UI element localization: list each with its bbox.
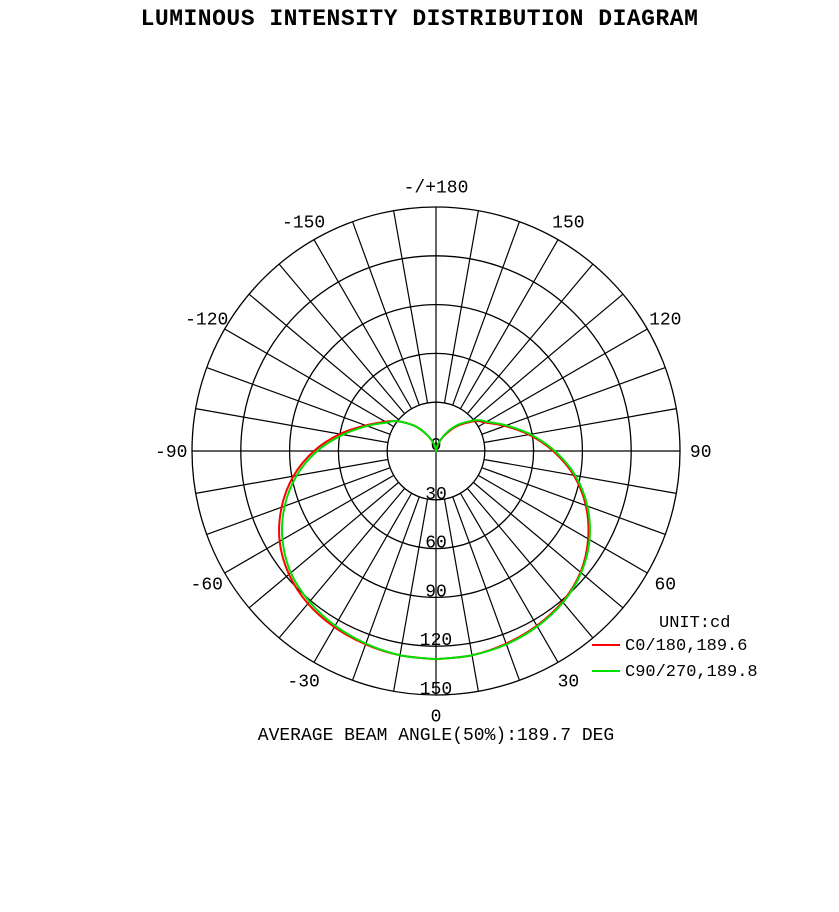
radial-tick-label: 60 xyxy=(425,534,447,554)
angle-label: -150 xyxy=(282,214,325,234)
angle-label: 150 xyxy=(552,214,584,234)
radial-tick-label: 90 xyxy=(425,582,447,602)
unit-label: UNIT:cd xyxy=(659,614,730,633)
ring-30 xyxy=(386,401,486,501)
angle-label: 90 xyxy=(690,443,712,463)
angle-label: -120 xyxy=(185,311,228,331)
ring-60 xyxy=(337,352,535,550)
beam-angle-footer: AVERAGE BEAM ANGLE(50%):189.7 DEG xyxy=(258,726,614,746)
angle-label: -60 xyxy=(191,575,223,595)
ring-150 xyxy=(191,206,681,696)
angle-label: 30 xyxy=(558,672,580,692)
angle-label: -90 xyxy=(155,443,187,463)
legend-entry: C0/180,189.6 xyxy=(625,637,747,656)
ring-120 xyxy=(240,255,632,647)
ring-90 xyxy=(288,303,584,599)
angle-label: -30 xyxy=(287,672,319,692)
radial-tick-label: 0 xyxy=(431,436,442,456)
angle-label: -/+180 xyxy=(404,178,469,198)
radial-tick-label: 30 xyxy=(425,485,447,505)
angle-label: 0 xyxy=(431,708,442,728)
legend-entry: C90/270,189.8 xyxy=(625,663,758,682)
radial-tick-label: 120 xyxy=(420,631,452,651)
chart-title: LUMINOUS INTENSITY DISTRIBUTION DIAGRAM xyxy=(140,6,699,32)
series-curve-c90-270 xyxy=(281,419,591,661)
angle-label: 120 xyxy=(649,311,681,331)
angle-label: 60 xyxy=(654,575,676,595)
radial-tick-label: 150 xyxy=(420,680,452,700)
